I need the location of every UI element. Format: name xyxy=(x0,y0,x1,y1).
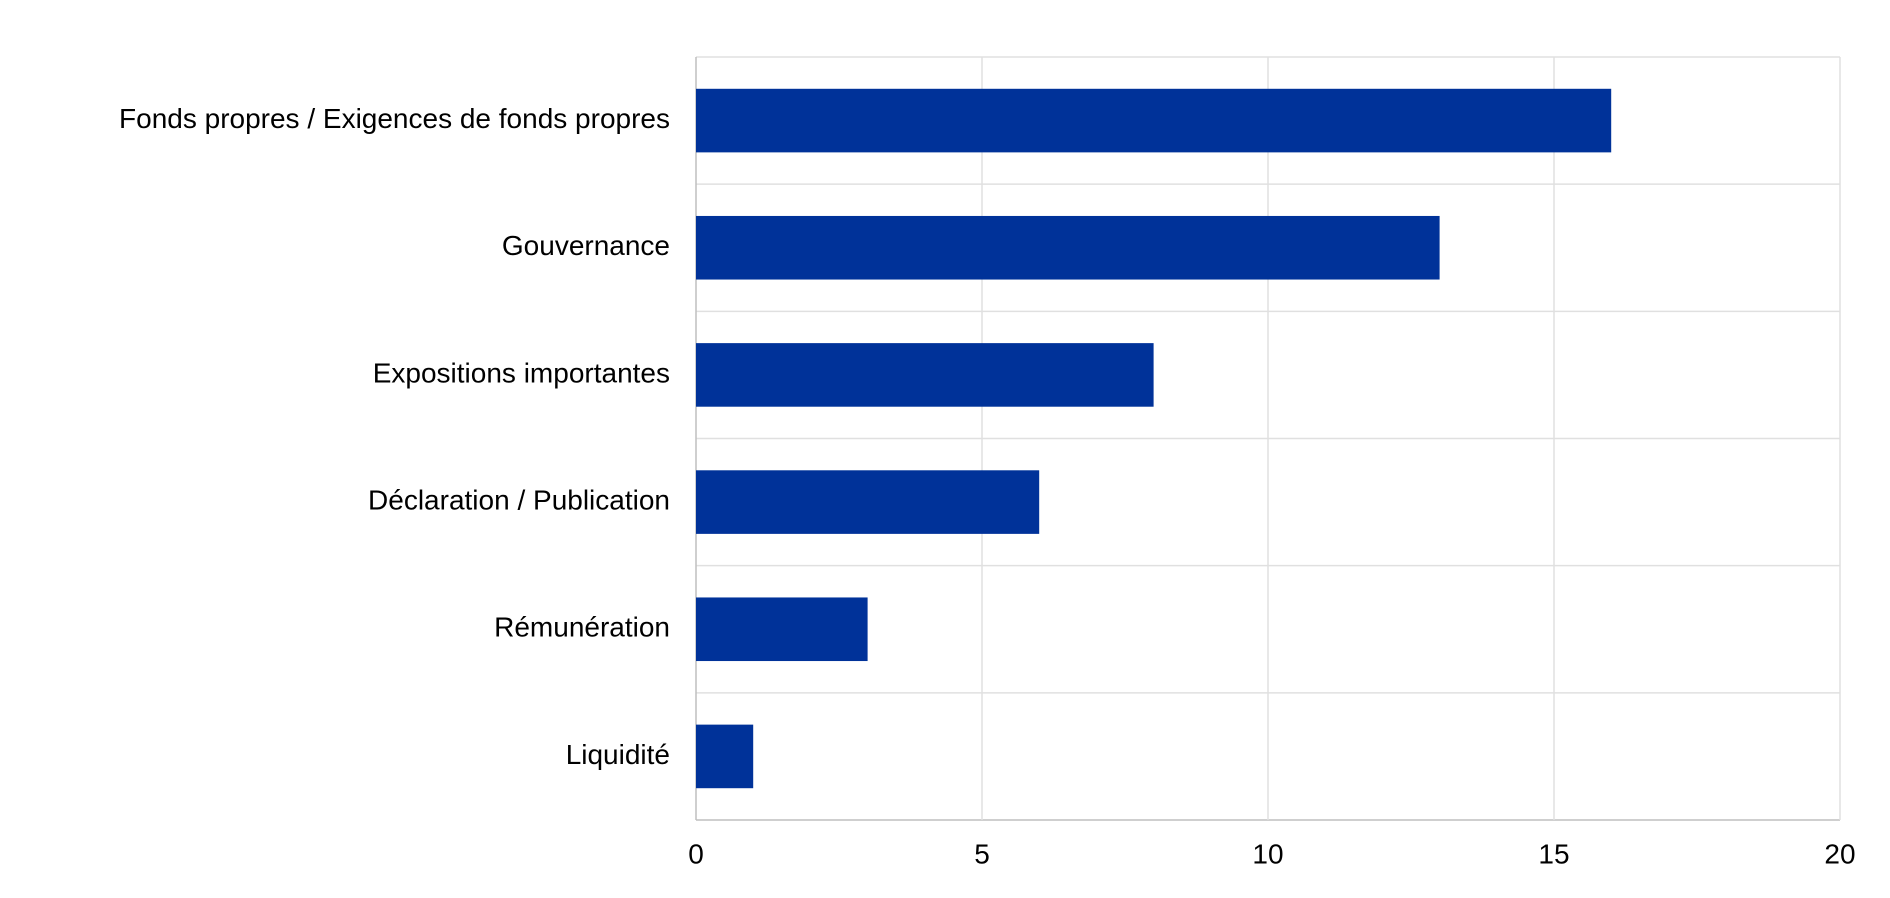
x-tick-label: 20 xyxy=(1824,838,1855,869)
y-tick-label: Rémunération xyxy=(494,612,670,643)
y-tick-label: Expositions importantes xyxy=(373,357,670,388)
x-tick-label: 15 xyxy=(1538,838,1569,869)
bar xyxy=(696,88,1612,153)
x-tick-label: 5 xyxy=(974,838,990,869)
x-tick-label: 0 xyxy=(688,838,704,869)
bar xyxy=(696,343,1154,407)
y-tick-label: Gouvernance xyxy=(502,230,670,261)
bar xyxy=(696,215,1440,280)
bar xyxy=(696,724,754,789)
y-tick-label: Déclaration / Publication xyxy=(368,484,670,515)
bar xyxy=(696,470,1040,534)
bar xyxy=(696,597,868,662)
x-tick-label: 10 xyxy=(1252,838,1283,869)
y-tick-label: Liquidité xyxy=(566,739,670,770)
y-tick-label: Fonds propres / Exigences de fonds propr… xyxy=(119,103,670,134)
